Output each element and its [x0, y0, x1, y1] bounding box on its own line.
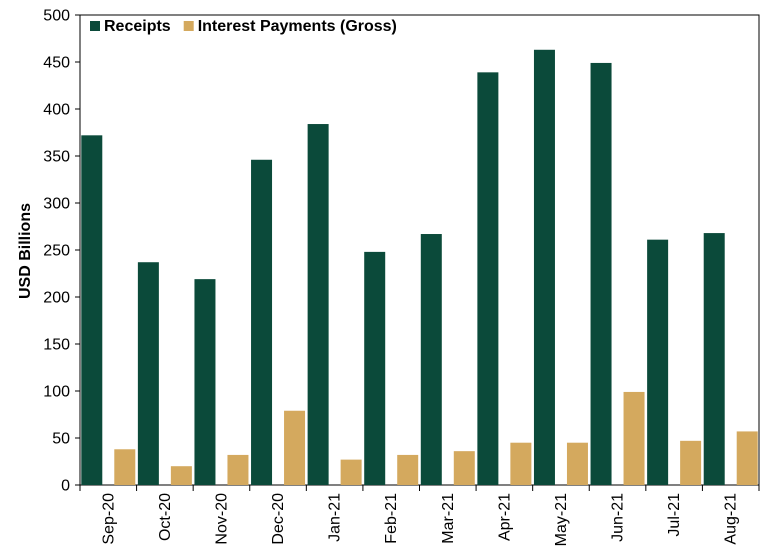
x-axis: Sep-20 Oct-20 Nov-20 Dec-20 Jan-21 Feb-21 Mar-…	[79, 485, 760, 546]
bar-receipts	[251, 159, 273, 485]
y-tick-label: 150	[43, 337, 70, 354]
bar-receipts	[477, 72, 499, 485]
x-tick-label: Feb-21	[383, 493, 400, 544]
legend-swatch	[90, 21, 100, 31]
bar-interest-payments	[227, 454, 249, 485]
y-tick-label: 450	[43, 55, 70, 72]
bar-receipts	[307, 124, 329, 485]
x-tick-label: May-21	[553, 493, 570, 546]
y-axis: 0 50 100 150 200 250 300 350 400 450 500	[43, 8, 80, 495]
bar-interest-payments	[510, 442, 532, 485]
x-tick-label: Apr-21	[496, 493, 513, 541]
bar-receipts	[703, 233, 725, 485]
x-tick-label: Dec-20	[270, 493, 287, 545]
y-tick-label: 0	[61, 478, 70, 495]
y-tick-label: 200	[43, 290, 70, 307]
plot-area	[79, 14, 760, 486]
x-tick-label: Jul-21	[666, 493, 683, 537]
x-tick-label: Jun-21	[610, 493, 627, 542]
bar-interest-payments	[566, 442, 588, 485]
bar-receipts	[81, 135, 103, 485]
x-tick-label: Jan-21	[327, 493, 344, 542]
bar-interest-payments	[397, 454, 419, 485]
bar-interest-payments	[680, 440, 702, 485]
bar-interest-payments	[736, 431, 758, 485]
bar-receipts	[420, 234, 442, 485]
bar-interest-payments	[340, 459, 362, 485]
x-tick-label: Sep-20	[100, 493, 117, 545]
y-tick-label: 500	[43, 8, 70, 25]
y-tick-label: 100	[43, 384, 70, 401]
y-tick-label: 50	[52, 431, 70, 448]
x-tick-label: Oct-20	[157, 493, 174, 541]
bar-interest-payments	[623, 391, 645, 485]
legend-label: Interest Payments (Gross)	[198, 18, 397, 35]
bar-receipts	[647, 239, 669, 485]
x-tick-label: Aug-21	[723, 493, 740, 545]
bar-interest-payments	[284, 410, 306, 485]
bar-receipts	[590, 62, 612, 485]
bar-interest-payments	[114, 449, 136, 485]
bar-receipts	[364, 251, 386, 485]
bar-receipts	[194, 279, 216, 485]
y-tick-label: 400	[43, 102, 70, 119]
bar-receipts	[137, 262, 159, 485]
x-tick-label: Mar-21	[440, 493, 457, 544]
y-tick-label: 250	[43, 243, 70, 260]
y-tick-label: 350	[43, 149, 70, 166]
bar-interest-payments	[453, 451, 475, 485]
x-tick-label: Nov-20	[213, 493, 230, 545]
legend: Receipts Interest Payments (Gross)	[90, 18, 397, 35]
y-tick-label: 300	[43, 196, 70, 213]
y-axis-title: USD Billions	[17, 203, 34, 299]
bar-receipts	[533, 49, 555, 485]
legend-swatch	[183, 21, 194, 31]
bar-interest-payments	[170, 466, 192, 485]
legend-label: Receipts	[104, 18, 171, 35]
